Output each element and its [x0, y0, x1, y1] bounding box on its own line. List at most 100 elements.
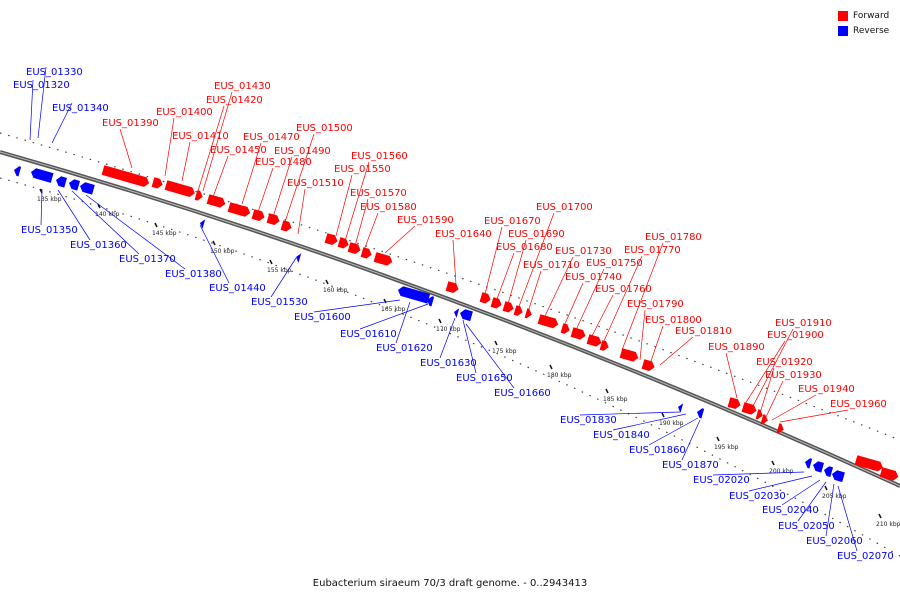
forward-leader-line: [779, 409, 849, 423]
scale-tick-label: 195 kbp: [714, 444, 739, 451]
forward-gene: [599, 340, 609, 351]
reverse-leader-line: [462, 319, 477, 374]
reverse-gene-label: EUS_01630: [420, 358, 477, 369]
forward-leader-line: [659, 336, 694, 366]
reverse-leader-line: [71, 190, 140, 255]
reverse-gene: [454, 308, 460, 318]
scale-tick-mark: [438, 318, 442, 324]
reverse-gene-label: EUS_01440: [209, 283, 266, 294]
reverse-dotted-guide: [0, 177, 900, 557]
forward-gene: [641, 359, 655, 372]
forward-gene-label: EUS_01580: [360, 202, 417, 213]
legend-item-reverse: Reverse: [838, 23, 889, 38]
forward-gene: [337, 237, 349, 249]
reverse-gene: [697, 408, 705, 419]
forward-gene-label: EUS_01760: [595, 284, 652, 295]
reverse-gene: [56, 176, 67, 188]
forward-gene: [151, 177, 163, 189]
forward-gene: [479, 292, 491, 304]
reverse-leader-line: [439, 317, 456, 359]
forward-gene-label: EUS_01920: [756, 357, 813, 368]
forward-gene-label: EUS_01960: [830, 399, 887, 410]
scale-tick-mark: [549, 364, 553, 370]
forward-leader-line: [507, 239, 527, 305]
scale-tick-mark: [771, 460, 775, 466]
reverse-gene-label: EUS_01650: [456, 373, 513, 384]
forward-leader-line: [164, 117, 175, 177]
forward-dotted-guide: [0, 132, 900, 441]
forward-gene: [560, 323, 570, 334]
reverse-gene-label: EUS_02040: [762, 505, 819, 516]
forward-gene-label: EUS_01400: [156, 107, 213, 118]
reverse-gene-label: EUS_01370: [119, 254, 176, 265]
reverse-gene: [14, 166, 22, 177]
forward-gene-label: EUS_01570: [350, 188, 407, 199]
reverse-leader-line: [270, 257, 297, 298]
forward-leader-line: [202, 91, 233, 192]
forward-leader-line: [335, 174, 353, 237]
forward-leader-line: [384, 225, 416, 254]
reverse-leader-line: [712, 471, 805, 476]
reverse-gene: [296, 253, 302, 263]
legend-label-reverse: Reverse: [853, 25, 890, 36]
forward-leader-line: [575, 268, 605, 331]
forward-gene: [347, 242, 361, 255]
forward-leader-line: [744, 340, 786, 405]
forward-gene-label: EUS_01730: [555, 246, 612, 257]
forward-gene: [280, 220, 292, 232]
forward-gene: [360, 247, 372, 259]
forward-leader-line: [639, 309, 646, 361]
reverse-gene: [200, 219, 206, 229]
forward-leader-line: [751, 328, 794, 409]
forward-gene-label: EUS_01890: [708, 342, 765, 353]
forward-gene-label: EUS_01670: [484, 216, 541, 227]
scale-tick-mark: [212, 240, 216, 246]
forward-leader-line: [241, 142, 262, 205]
forward-leader-line: [591, 294, 614, 337]
scale-tick-label: 200 kbp: [769, 468, 794, 475]
forward-gene-label: EUS_01900: [767, 330, 824, 341]
forward-gene-label: EUS_01550: [334, 164, 391, 175]
reverse-gene-label: EUS_01660: [494, 388, 551, 399]
forward-gene: [164, 180, 195, 197]
forward-leader-line: [621, 242, 664, 351]
forward-gene: [586, 334, 602, 347]
forward-gene: [879, 467, 899, 481]
reverse-leader-line: [681, 419, 701, 461]
reverse-gene-label: EUS_02070: [837, 551, 894, 562]
reverse-gene-label: EUS_01610: [340, 329, 397, 340]
forward-gene-label: EUS_01750: [586, 258, 643, 269]
forward-gene: [324, 233, 338, 246]
forward-gene: [206, 194, 226, 208]
forward-gene-label: EUS_01390: [102, 118, 159, 129]
reverse-gene: [69, 179, 80, 191]
forward-gene-label: EUS_01500: [296, 123, 353, 134]
forward-leader-line: [603, 255, 643, 342]
reverse-gene: [427, 296, 435, 307]
forward-leader-line: [759, 367, 775, 414]
scale-tick-label: 205 kbp: [822, 493, 847, 500]
reverse-gene: [678, 403, 684, 413]
scale-tick-label: 165 kbp: [381, 306, 406, 313]
reverse-leader-line: [781, 479, 821, 506]
reverse-gene: [80, 182, 95, 195]
forward-gene-label: EUS_01420: [206, 95, 263, 106]
reverse-gene-label: EUS_02030: [729, 491, 786, 502]
forward-gene-label: EUS_01790: [627, 299, 684, 310]
forward-leader-line: [527, 270, 542, 313]
scale-tick-label: 190 kbp: [659, 420, 684, 427]
forward-gene-label: EUS_01430: [214, 81, 271, 92]
scale-tick-label: 175 kbp: [492, 348, 517, 355]
scale-tick-label: 185 kbp: [603, 396, 628, 403]
forward-gene-label: EUS_01410: [172, 131, 229, 142]
reverse-leader-line: [748, 475, 813, 492]
scale-tick-label: 145 kbp: [152, 230, 177, 237]
reverse-gene-label: EUS_01320: [13, 80, 70, 91]
forward-leader-line: [517, 212, 555, 310]
scale-tick-mark: [97, 203, 101, 209]
scale-tick-label: 155 kbp: [267, 267, 292, 274]
forward-leader-line: [344, 161, 370, 242]
reverse-leader-line: [797, 481, 827, 522]
